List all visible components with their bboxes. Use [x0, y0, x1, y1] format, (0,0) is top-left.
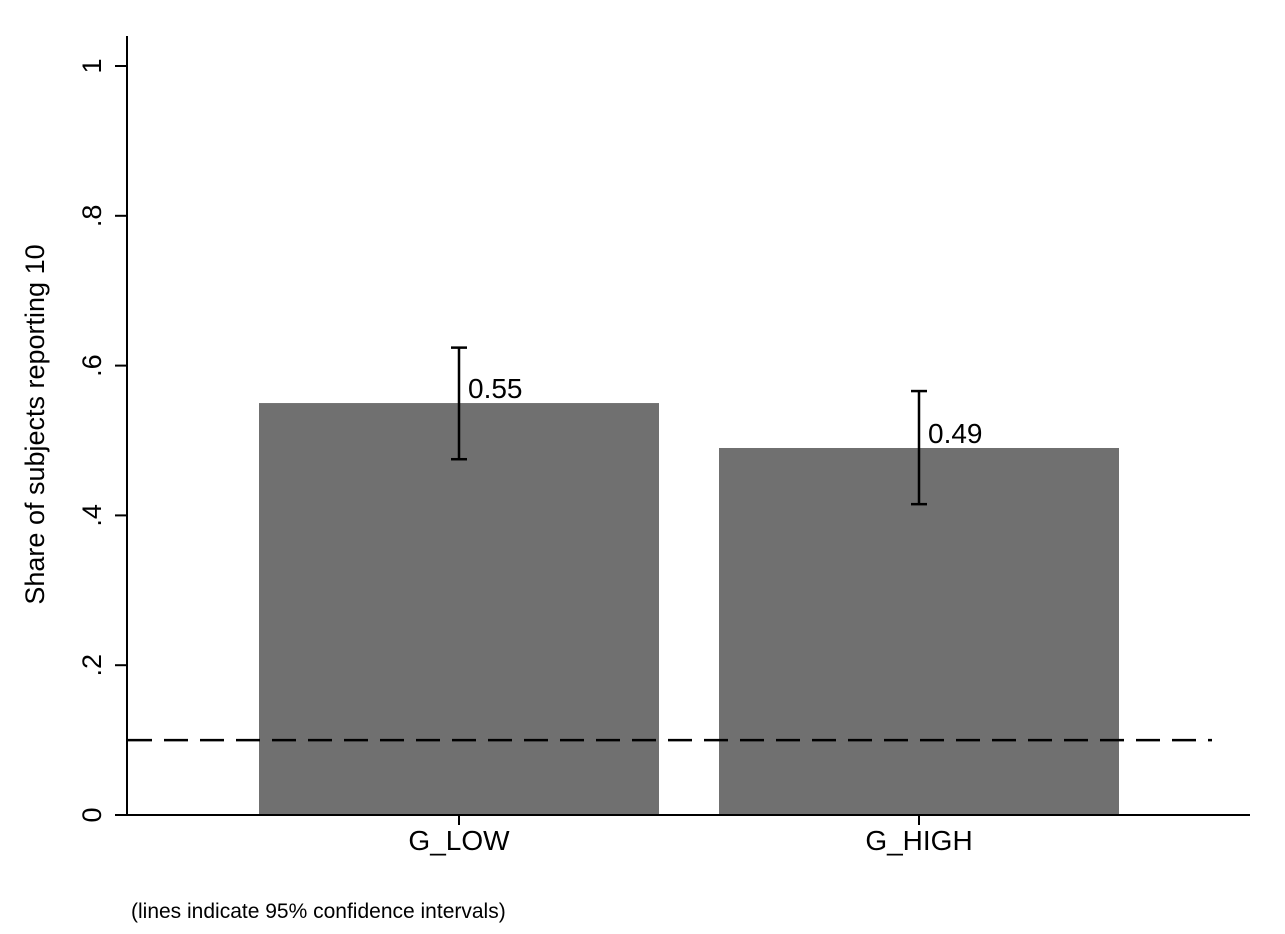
x-tick-label: G_LOW — [408, 825, 510, 856]
y-tick-label: .2 — [77, 654, 107, 677]
data-label: 0.49 — [928, 418, 983, 449]
axes-layer — [126, 36, 1250, 816]
bar-g-high — [719, 447, 1119, 815]
error-bars-layer — [451, 346, 927, 506]
y-tick-label: 0 — [77, 807, 107, 822]
y-tick-label: .8 — [77, 205, 107, 228]
y-ticks-layer: 0 .2 .4 .6 .8 1 — [77, 58, 127, 823]
y-axis-label: Share of subjects reporting 10 — [20, 244, 50, 604]
y-tick-label: .4 — [77, 504, 107, 527]
y-tick-label: .6 — [77, 354, 107, 377]
x-labels-layer: G_LOW G_HIGH — [408, 815, 973, 856]
bar-g-low — [259, 403, 659, 815]
x-tick-label: G_HIGH — [865, 825, 972, 856]
confidence-interval-note: (lines indicate 95% confidence intervals… — [131, 900, 506, 923]
data-label: 0.55 — [468, 373, 523, 404]
value-labels-layer: 0.55 0.49 — [468, 373, 983, 449]
y-tick-label: 1 — [77, 58, 107, 73]
error-bar-g-low — [451, 346, 467, 461]
bars-layer — [259, 403, 1119, 815]
error-bar-g-high — [911, 389, 927, 506]
